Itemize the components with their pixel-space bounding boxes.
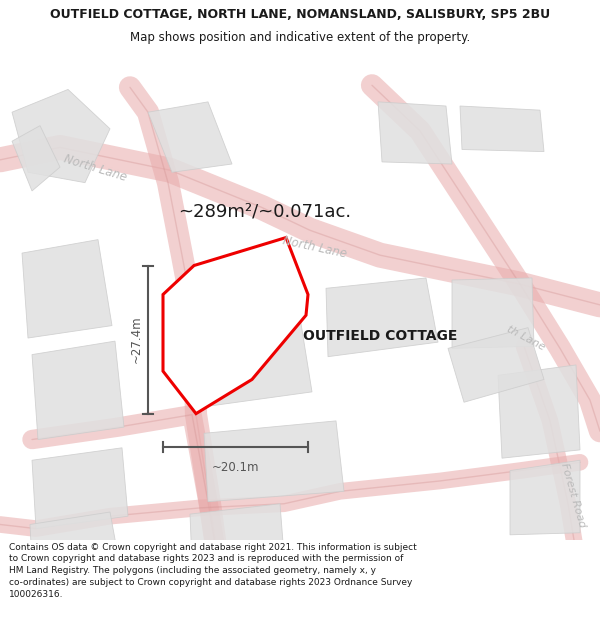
Polygon shape bbox=[32, 448, 128, 529]
Polygon shape bbox=[163, 238, 308, 414]
Text: North Lane: North Lane bbox=[282, 234, 348, 260]
Polygon shape bbox=[452, 278, 534, 348]
Text: Contains OS data © Crown copyright and database right 2021. This information is : Contains OS data © Crown copyright and d… bbox=[9, 542, 417, 599]
Text: OUTFIELD COTTAGE: OUTFIELD COTTAGE bbox=[303, 329, 457, 343]
Text: Map shows position and indicative extent of the property.: Map shows position and indicative extent… bbox=[130, 31, 470, 44]
Polygon shape bbox=[204, 421, 344, 502]
Text: ~20.1m: ~20.1m bbox=[212, 461, 259, 474]
Polygon shape bbox=[188, 305, 312, 409]
Polygon shape bbox=[510, 460, 580, 535]
Text: th Lane: th Lane bbox=[505, 324, 547, 352]
Polygon shape bbox=[22, 239, 112, 338]
Polygon shape bbox=[448, 328, 544, 402]
Polygon shape bbox=[460, 106, 544, 152]
Text: North Lane: North Lane bbox=[62, 152, 128, 184]
Text: ~27.4m: ~27.4m bbox=[130, 316, 143, 363]
Polygon shape bbox=[326, 278, 438, 357]
Polygon shape bbox=[378, 102, 452, 164]
Polygon shape bbox=[498, 365, 580, 458]
Text: ~289m²/~0.071ac.: ~289m²/~0.071ac. bbox=[178, 202, 351, 221]
Polygon shape bbox=[32, 341, 124, 439]
Polygon shape bbox=[148, 102, 232, 172]
Text: OUTFIELD COTTAGE, NORTH LANE, NOMANSLAND, SALISBURY, SP5 2BU: OUTFIELD COTTAGE, NORTH LANE, NOMANSLAND… bbox=[50, 8, 550, 21]
Polygon shape bbox=[30, 512, 118, 564]
Text: Forest Road: Forest Road bbox=[559, 462, 587, 529]
Polygon shape bbox=[12, 89, 110, 182]
Polygon shape bbox=[190, 504, 284, 564]
Polygon shape bbox=[12, 126, 60, 191]
